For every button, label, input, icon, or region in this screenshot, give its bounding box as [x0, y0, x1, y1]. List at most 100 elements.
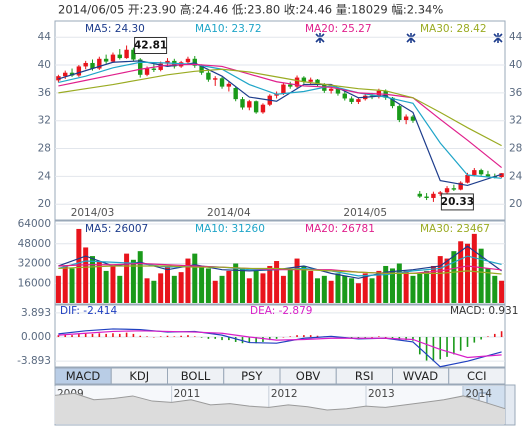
- bar: [473, 337, 476, 343]
- bar: [412, 337, 414, 341]
- candle-body: [192, 58, 197, 66]
- bar: [105, 333, 107, 337]
- bar: [153, 337, 155, 338]
- candle-body: [431, 193, 436, 198]
- bar: [83, 247, 89, 303]
- y-tick-label: 32: [38, 115, 51, 127]
- bar: [478, 248, 484, 303]
- tab-label[interactable]: OBV: [296, 369, 321, 383]
- candle-body: [403, 116, 409, 121]
- ma-line: [58, 265, 502, 275]
- candle-body: [281, 84, 286, 94]
- bar: [349, 278, 355, 303]
- bar: [165, 265, 170, 303]
- bar: [185, 258, 191, 303]
- tab-label[interactable]: MACD: [66, 369, 101, 383]
- bar: [480, 337, 482, 340]
- y-tick-label: 20: [38, 198, 51, 210]
- y-tick-label-right: 24: [509, 170, 523, 182]
- bar: [500, 331, 503, 337]
- candle-body: [103, 58, 109, 62]
- x-tick-label: 2014: [465, 388, 492, 400]
- bar: [69, 268, 75, 303]
- header: 2014/06/05 开:23.90 高:24.46 低:23.80 收:24.…: [58, 3, 443, 17]
- candle-body: [397, 106, 402, 121]
- y-tick-label: -3.893: [17, 355, 51, 367]
- bar: [180, 335, 182, 337]
- tab-label[interactable]: CCI: [467, 369, 486, 383]
- candle-body: [56, 76, 61, 81]
- tab[interactable]: [448, 367, 506, 385]
- legend-entry: MA5: 26007: [85, 223, 148, 235]
- bar: [328, 280, 334, 303]
- bar: [321, 275, 327, 303]
- candle-body: [465, 174, 470, 183]
- ma-line: [58, 63, 502, 169]
- bar: [364, 337, 367, 338]
- event-markers: [315, 33, 503, 43]
- bar: [357, 337, 360, 339]
- bar: [485, 268, 491, 303]
- candle-body: [138, 59, 143, 75]
- y-tick-label: 28: [38, 143, 51, 155]
- bar: [205, 268, 211, 303]
- bar: [76, 228, 82, 303]
- candle-body: [294, 77, 300, 87]
- bar: [280, 275, 286, 303]
- ma-line: [58, 328, 502, 368]
- event-marker[interactable]: [493, 33, 503, 43]
- bar: [432, 337, 435, 362]
- x-tick-label: 2012: [271, 388, 298, 400]
- x-tick-label: 2014/04: [207, 207, 251, 219]
- bar: [362, 273, 368, 303]
- y-tick-label-right: 40: [509, 59, 522, 71]
- bar: [262, 337, 264, 342]
- bar: [260, 273, 266, 303]
- tab-label[interactable]: BOLL: [181, 369, 211, 383]
- bar: [391, 337, 394, 339]
- bar: [91, 333, 94, 337]
- y-tick-label: 48000: [18, 238, 51, 250]
- y-tick-label: 40: [38, 59, 51, 71]
- event-marker[interactable]: [315, 33, 325, 43]
- navigator-line: [54, 392, 506, 411]
- tab-label[interactable]: PSY: [241, 369, 263, 383]
- candle-body: [342, 93, 347, 99]
- bar: [383, 265, 389, 303]
- candle-body: [410, 116, 416, 121]
- tab-label[interactable]: RSI: [355, 369, 374, 383]
- bar: [98, 333, 101, 337]
- tab-label[interactable]: WVAD: [403, 369, 438, 383]
- bar: [425, 337, 428, 361]
- bar: [418, 337, 421, 355]
- ma-line: [58, 262, 502, 274]
- bar: [212, 280, 218, 303]
- bar: [268, 337, 271, 341]
- candle-body: [288, 84, 293, 87]
- ma-line: [58, 330, 502, 359]
- legend-entry: MA30: 28.42: [420, 23, 487, 35]
- bar: [226, 270, 232, 303]
- bar: [90, 256, 95, 303]
- bar: [384, 337, 387, 338]
- candle-body: [335, 88, 341, 94]
- bar: [214, 337, 217, 339]
- legend-entry: DIF: -2.414: [60, 305, 117, 317]
- candle-body: [478, 170, 484, 175]
- bar: [144, 278, 150, 303]
- scrollbar[interactable]: [504, 384, 516, 426]
- event-marker[interactable]: [406, 33, 416, 43]
- bar: [315, 278, 320, 303]
- candle-body: [158, 63, 163, 70]
- bar: [444, 258, 450, 303]
- legend-entry: MA10: 31260: [195, 223, 265, 235]
- bar: [287, 268, 293, 303]
- y-tick-label-right: 28: [509, 143, 522, 155]
- bar: [308, 270, 314, 303]
- tab-label[interactable]: KDJ: [129, 369, 149, 383]
- candle-body: [444, 188, 450, 193]
- candle-body: [438, 192, 443, 194]
- bar: [57, 335, 60, 337]
- candle-body: [417, 193, 422, 197]
- y-tick-label-right: 44: [509, 31, 523, 43]
